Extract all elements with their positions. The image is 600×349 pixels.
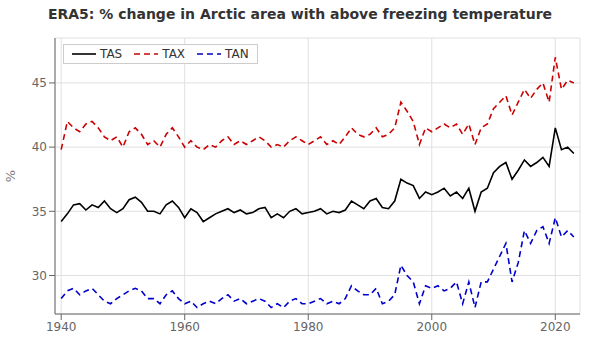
svg-text:45: 45 [32,76,47,90]
svg-text:30: 30 [32,269,47,283]
html-text:TAN: TAN [225,47,249,61]
svg-text:2000: 2000 [416,320,447,334]
html-text:ERA5: % change in Arctic area: ERA5: % change in Arctic area with above… [47,6,553,22]
svg-text:%: % [8,170,18,182]
svg-text:1960: 1960 [169,320,200,334]
html-text:TAS: TAS [100,47,123,61]
svg-text:1940: 1940 [46,320,77,334]
svg-text:1980: 1980 [293,320,324,334]
svg-text:35: 35 [32,205,47,219]
svg-text:40: 40 [32,140,47,154]
html-text:TAX: TAX [162,47,186,61]
svg-text:2020: 2020 [540,320,571,334]
